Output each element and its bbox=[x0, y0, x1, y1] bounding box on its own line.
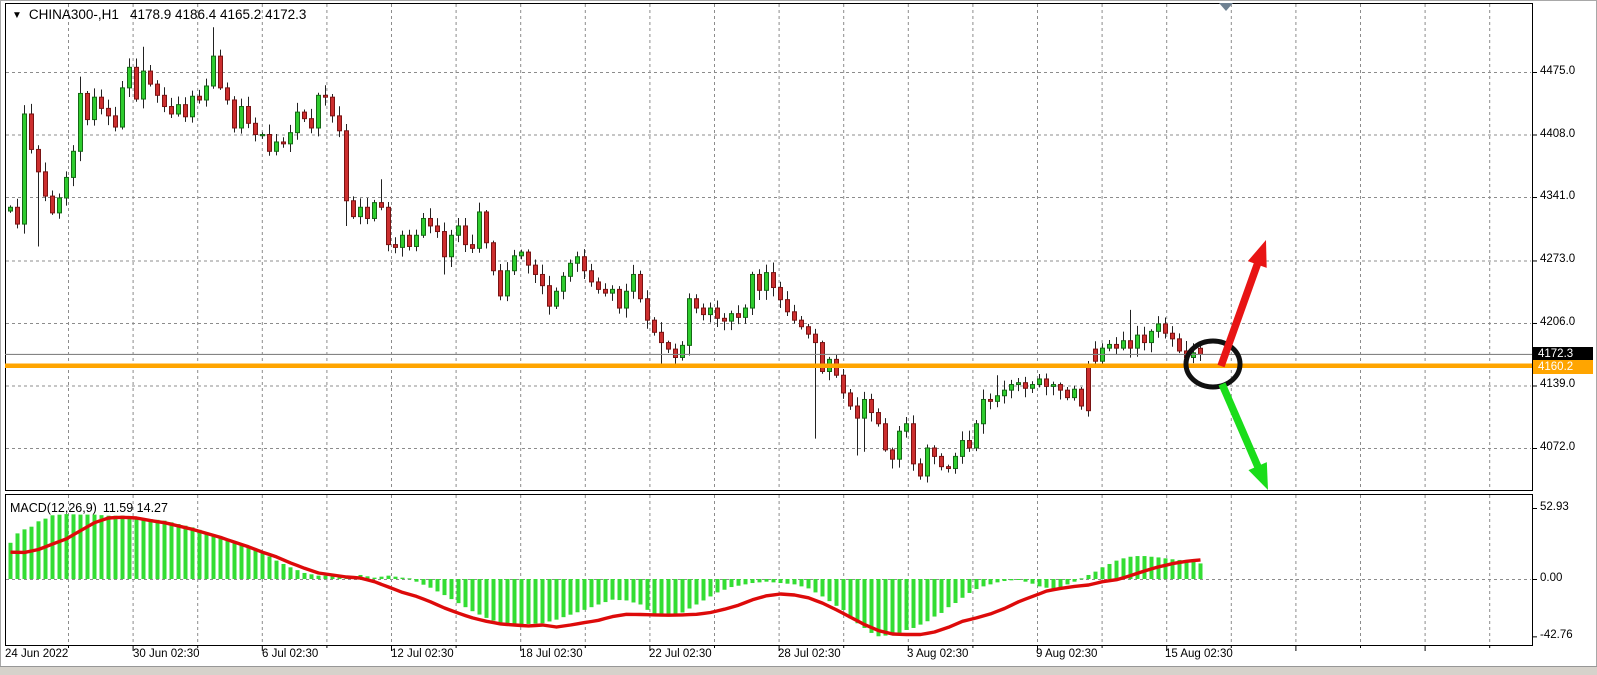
time-tick-label: 6 Jul 02:30 bbox=[262, 648, 319, 660]
price-tick-label: 4341.0 bbox=[1540, 190, 1576, 203]
window-bottom-edge bbox=[0, 666, 1597, 675]
macd-histogram bbox=[8, 514, 1203, 637]
price-tick-label: 4072.0 bbox=[1540, 441, 1576, 453]
price-tick-label: 4273.0 bbox=[1540, 253, 1576, 266]
price-tick-label: 4475.0 bbox=[1540, 65, 1576, 77]
macd-tick-label: 52.93 bbox=[1540, 501, 1569, 513]
macd-values: 11.59 14.27 bbox=[102, 501, 168, 515]
symbol-name: CHINA300-,H1 bbox=[28, 7, 119, 22]
time-tick-label: 30 Jun 02:30 bbox=[133, 648, 200, 660]
macd-indicator-label: MACD(12,26,9) 11.59 14.27 bbox=[10, 501, 168, 515]
time-tick-label: 18 Jul 02:30 bbox=[520, 648, 583, 660]
bearish-arrow-head bbox=[1248, 462, 1268, 490]
candlesticks bbox=[8, 27, 1203, 483]
current-price-badge: 4172.3 bbox=[1533, 347, 1593, 362]
scroll-to-end-marker[interactable] bbox=[1219, 3, 1233, 11]
bullish-arrow[interactable] bbox=[1217, 257, 1263, 368]
price-tick-label: 4408.0 bbox=[1540, 127, 1576, 140]
time-tick-label: 3 Aug 02:30 bbox=[907, 648, 969, 660]
macd-tick-label: 0.00 bbox=[1540, 572, 1563, 584]
time-tick-label: 12 Jul 02:30 bbox=[391, 648, 454, 660]
price-tick-label: 4139.0 bbox=[1540, 378, 1576, 391]
time-tick-label: 15 Aug 02:30 bbox=[1165, 648, 1233, 660]
ohlc-values: 4178.9 4186.4 4165.2 4172.3 bbox=[129, 7, 307, 22]
highlight-ellipse[interactable] bbox=[1183, 338, 1243, 390]
hline-price-badge[interactable]: 4160.2 bbox=[1533, 359, 1593, 374]
macd-signal-line bbox=[10, 515, 1201, 637]
time-tick-label: 9 Aug 02:30 bbox=[1036, 648, 1098, 660]
macd-name: MACD(12,26,9) bbox=[10, 501, 97, 515]
symbol-dropdown-icon[interactable]: ▼ bbox=[12, 10, 22, 21]
bullish-arrow-head bbox=[1247, 240, 1267, 268]
bearish-arrow[interactable] bbox=[1218, 382, 1264, 474]
macd-tick-label: -42.76 bbox=[1540, 629, 1573, 642]
macd-pane[interactable] bbox=[5, 494, 1533, 646]
time-tick-label: 28 Jul 02:30 bbox=[778, 648, 841, 660]
axis-ticks bbox=[68, 72, 1537, 651]
price-tick-label: 4206.0 bbox=[1540, 315, 1576, 328]
time-tick-label: 24 Jun 2022 bbox=[5, 648, 69, 660]
symbol-title: ▼ CHINA300-,H1 4178.9 4186.4 4165.2 4172.3 bbox=[12, 7, 306, 22]
time-tick-label: 22 Jul 02:30 bbox=[649, 648, 712, 660]
price-pane[interactable] bbox=[5, 3, 1533, 491]
